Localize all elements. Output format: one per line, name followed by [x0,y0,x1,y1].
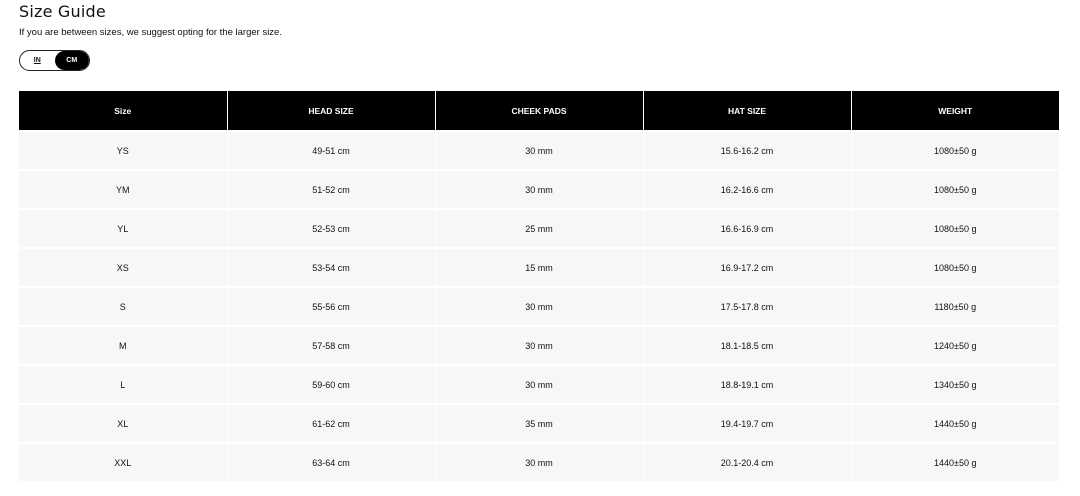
header-head-size: HEAD SIZE [226,91,436,132]
cell-head-size: 59-60 cm [226,364,436,405]
table-row: L 59-60 cm 30 mm 18.8-19.1 cm 1340±50 g [19,364,1059,405]
cell-weight: 1340±50 g [850,364,1059,405]
table-row: XXL 63-64 cm 30 mm 20.1-20.4 cm 1440±50 g [19,442,1059,483]
cell-head-size: 53-54 cm [226,247,436,288]
cell-head-size: 61-62 cm [226,403,436,444]
cell-cheek-pads: 30 mm [434,286,644,327]
table-row: S 55-56 cm 30 mm 17.5-17.8 cm 1180±50 g [19,286,1059,327]
size-advice: If you are between sizes, we suggest opt… [19,27,282,38]
cell-size: XS [19,247,228,288]
cell-weight: 1440±50 g [850,442,1059,483]
cell-weight: 1240±50 g [850,325,1059,366]
unit-toggle[interactable]: IN CM [19,50,90,71]
cell-hat-size: 18.1-18.5 cm [642,325,852,366]
cell-cheek-pads: 15 mm [434,247,644,288]
table-header-row: Size HEAD SIZE CHEEK PADS HAT SIZE WEIGH… [19,91,1059,132]
cell-cheek-pads: 30 mm [434,169,644,210]
cell-hat-size: 16.9-17.2 cm [642,247,852,288]
table-row: YL 52-53 cm 25 mm 16.6-16.9 cm 1080±50 g [19,208,1059,249]
unit-option-in[interactable]: IN [33,57,41,64]
page-title: Size Guide [19,2,106,21]
cell-size: M [19,325,228,366]
cell-hat-size: 15.6-16.2 cm [642,130,852,171]
header-size: Size [19,91,228,132]
cell-size: S [19,286,228,327]
cell-hat-size: 18.8-19.1 cm [642,364,852,405]
cell-cheek-pads: 35 mm [434,403,644,444]
table-row: XS 53-54 cm 15 mm 16.9-17.2 cm 1080±50 g [19,247,1059,288]
cell-cheek-pads: 30 mm [434,130,644,171]
cell-size: XL [19,403,228,444]
cell-hat-size: 17.5-17.8 cm [642,286,852,327]
cell-weight: 1440±50 g [850,403,1059,444]
table-row: YS 49-51 cm 30 mm 15.6-16.2 cm 1080±50 g [19,130,1059,171]
cell-size: YS [19,130,228,171]
cell-head-size: 49-51 cm [226,130,436,171]
cell-size: YM [19,169,228,210]
cell-weight: 1080±50 g [850,130,1059,171]
cell-hat-size: 16.2-16.6 cm [642,169,852,210]
cell-hat-size: 19.4-19.7 cm [642,403,852,444]
cell-head-size: 51-52 cm [226,169,436,210]
cell-head-size: 57-58 cm [226,325,436,366]
cell-head-size: 55-56 cm [226,286,436,327]
cell-weight: 1080±50 g [850,208,1059,249]
cell-cheek-pads: 25 mm [434,208,644,249]
cell-weight: 1180±50 g [850,286,1059,327]
cell-size: L [19,364,228,405]
cell-hat-size: 20.1-20.4 cm [642,442,852,483]
cell-head-size: 52-53 cm [226,208,436,249]
header-cheek-pads: CHEEK PADS [434,91,644,132]
cell-hat-size: 16.6-16.9 cm [642,208,852,249]
cell-cheek-pads: 30 mm [434,442,644,483]
cell-cheek-pads: 30 mm [434,364,644,405]
unit-option-cm[interactable]: CM [54,51,89,70]
table-row: M 57-58 cm 30 mm 18.1-18.5 cm 1240±50 g [19,325,1059,366]
size-table: Size HEAD SIZE CHEEK PADS HAT SIZE WEIGH… [19,91,1059,483]
cell-weight: 1080±50 g [850,169,1059,210]
cell-size: YL [19,208,228,249]
cell-weight: 1080±50 g [850,247,1059,288]
header-weight: WEIGHT [850,91,1059,132]
cell-cheek-pads: 30 mm [434,325,644,366]
header-hat-size: HAT SIZE [642,91,852,132]
table-row: XL 61-62 cm 35 mm 19.4-19.7 cm 1440±50 g [19,403,1059,444]
cell-head-size: 63-64 cm [226,442,436,483]
table-row: YM 51-52 cm 30 mm 16.2-16.6 cm 1080±50 g [19,169,1059,210]
cell-size: XXL [19,442,228,483]
